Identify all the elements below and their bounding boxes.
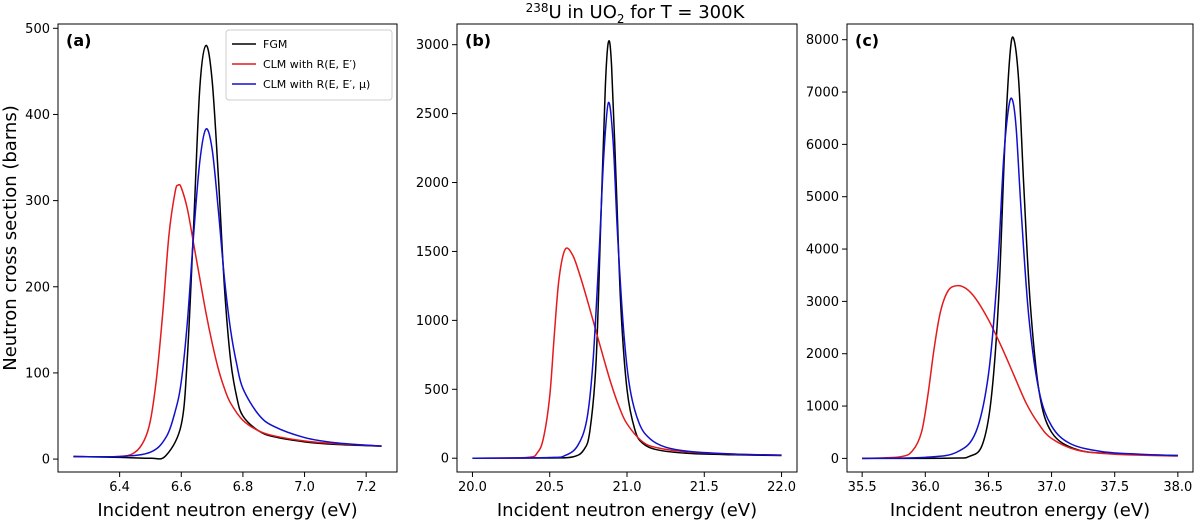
y-tick-label: 8000: [806, 33, 839, 48]
series-line-3: [472, 101, 782, 459]
y-tick-label: 2000: [806, 347, 839, 362]
series-group: [472, 40, 782, 459]
x-tick-label: 37.5: [1100, 480, 1129, 495]
y-tick-label: 400: [25, 108, 50, 123]
y-tick-label: 6000: [806, 138, 839, 153]
title-superscript: 238: [526, 1, 549, 15]
y-tick-label: 2500: [416, 107, 449, 122]
x-axis-label: Incident neutron energy (eV): [890, 500, 1150, 521]
series-line-3: [862, 97, 1178, 460]
y-tick-label: 300: [25, 194, 50, 209]
y-tick-label: 1000: [806, 400, 839, 415]
x-tick-label: 6.8: [233, 480, 254, 495]
x-tick-label: 20.0: [458, 480, 487, 495]
series-line-1: [472, 40, 782, 459]
x-tick-label: 6.4: [109, 480, 130, 495]
x-tick-label: 21.5: [690, 480, 719, 495]
legend-label: CLM with R(E, E′): [263, 58, 356, 71]
chart-panel-3: 35.5 36.0 36.5 37.0 37.5 38.0 0 1000 2000 3000 400…: [806, 23, 1194, 521]
figure-title: 238U in UO2 for T = 300K: [526, 1, 746, 26]
legend: FGM CLM with R(E, E′) CLM with R(E, E′, μ): [225, 29, 393, 101]
series-line-1: [862, 36, 1178, 460]
title-main: U in UO: [549, 2, 617, 23]
x-tick-label: 37.0: [1037, 480, 1066, 495]
x-tick-label: 38.0: [1163, 480, 1192, 495]
y-tick-label: 1500: [416, 245, 449, 260]
x-tick-label: 21.0: [613, 480, 642, 495]
plot-frame: [846, 23, 1194, 473]
title-suffix: for T = 300K: [625, 2, 746, 23]
panel-label: (c): [855, 31, 879, 50]
x-tick-label: 20.5: [535, 480, 564, 495]
y-tick-label: 1000: [416, 314, 449, 329]
legend-box: [225, 29, 393, 101]
x-axis-label: Incident neutron energy (eV): [497, 500, 757, 521]
panels: 6.4 6.6 6.8 7.0 7.2 0 100 200 300 400 500 Incident …: [25, 22, 1194, 521]
y-tick-label: 7000: [806, 86, 839, 101]
panel-label: (a): [66, 31, 91, 50]
y-tick-label: 4000: [806, 243, 839, 258]
y-tick-label: 500: [424, 383, 449, 398]
x-tick-label: 6.6: [171, 480, 192, 495]
x-tick-label: 36.5: [974, 480, 1003, 495]
x-tick-label: 36.0: [911, 480, 940, 495]
y-tick-label: 5000: [806, 190, 839, 205]
series-line-1: [73, 44, 382, 460]
legend-label: FGM: [263, 38, 287, 51]
y-tick-label: 200: [25, 280, 50, 295]
y-tick-label: 0: [42, 453, 50, 468]
series-line-2: [862, 284, 1178, 460]
legend-label: CLM with R(E, E′, μ): [263, 78, 370, 91]
series-line-3: [73, 128, 382, 458]
series-group: [862, 36, 1178, 460]
series-line-2: [472, 247, 782, 459]
y-tick-label: 2000: [416, 176, 449, 191]
y-tick-label: 100: [25, 366, 50, 381]
plot-frame: [456, 23, 798, 473]
title-subscript: 2: [617, 12, 625, 26]
y-tick-label: 500: [25, 22, 50, 37]
y-axis-label: Neutron cross section (barns): [0, 105, 21, 370]
chart-panel-2: 20.0 20.5 21.0 21.5 22.0 0 500 1000 1500 2000 2500…: [416, 23, 798, 521]
x-tick-label: 7.0: [294, 480, 315, 495]
panel-label: (b): [465, 31, 491, 50]
y-tick-label: 0: [441, 452, 449, 467]
plot-frame: [57, 23, 398, 473]
x-tick-label: 35.5: [848, 480, 877, 495]
x-tick-label: 22.0: [767, 480, 796, 495]
y-tick-label: 3000: [806, 295, 839, 310]
chart-panel-1: 6.4 6.6 6.8 7.0 7.2 0 100 200 300 400 500 Incident …: [25, 22, 398, 521]
series-group: [73, 44, 382, 460]
x-tick-label: 7.2: [356, 480, 377, 495]
x-axis-label: Incident neutron energy (eV): [97, 500, 357, 521]
y-tick-label: 0: [831, 452, 839, 467]
y-tick-label: 3000: [416, 38, 449, 53]
